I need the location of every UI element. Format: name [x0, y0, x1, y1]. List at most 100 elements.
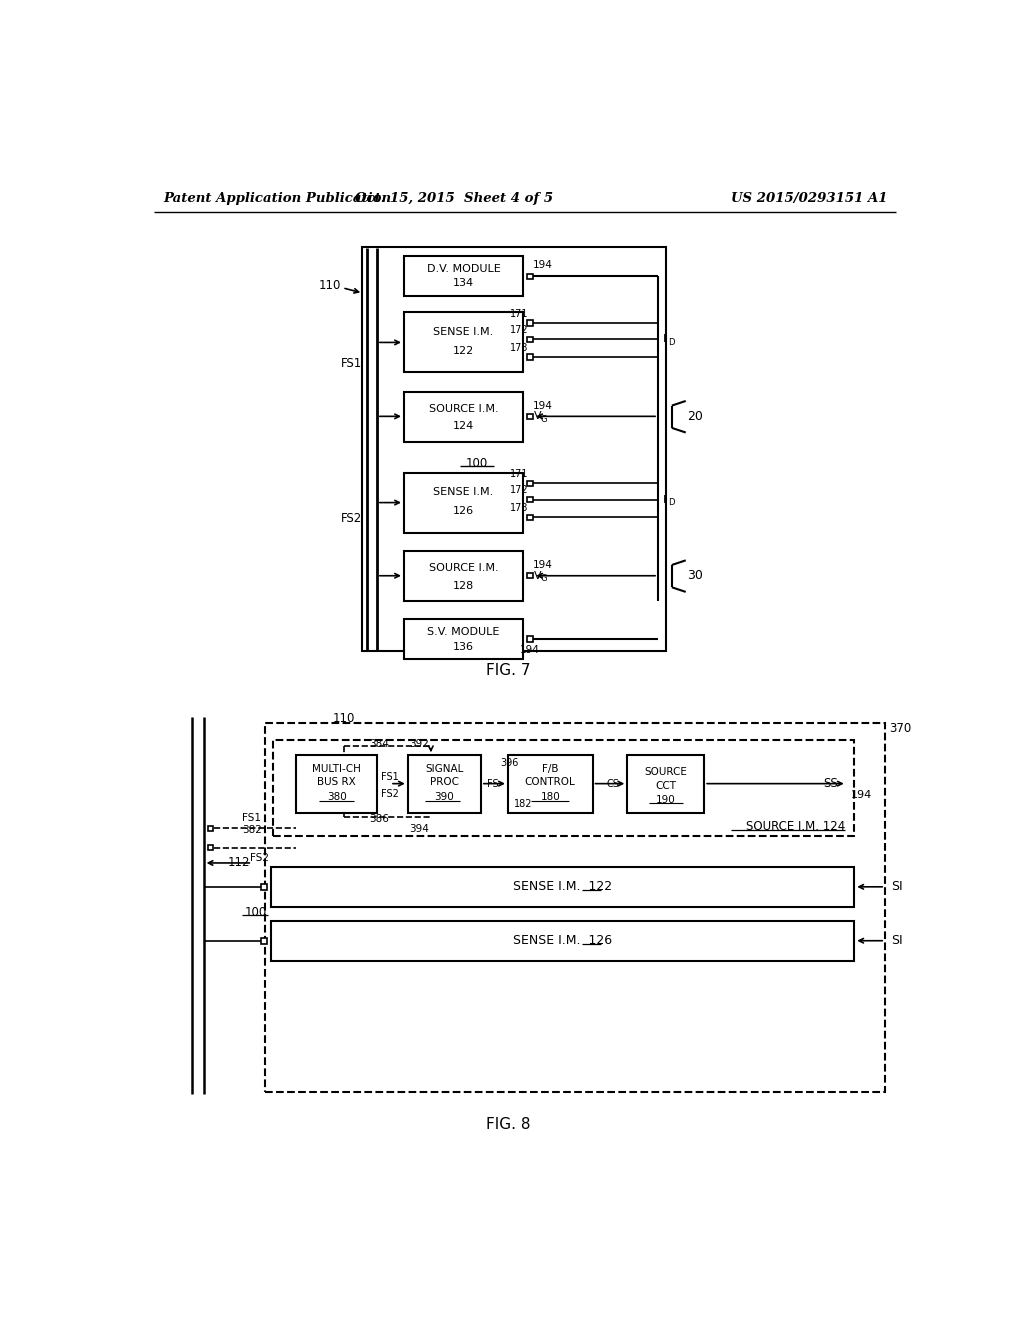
Bar [628, 755, 705, 813]
Text: FS2: FS2 [250, 853, 269, 862]
Text: S.V. MODULE: S.V. MODULE [427, 627, 500, 638]
Text: Oct. 15, 2015  Sheet 4 of 5: Oct. 15, 2015 Sheet 4 of 5 [355, 191, 553, 205]
Bar [296, 755, 377, 813]
Bar [408, 755, 481, 813]
Bar [403, 256, 523, 296]
Text: FS: FS [487, 779, 499, 788]
Text: D: D [668, 338, 675, 347]
Text: Patent Application Publication: Patent Application Publication [163, 191, 391, 205]
Text: 112: 112 [227, 857, 250, 870]
Bar [527, 573, 532, 578]
Bar [273, 739, 854, 836]
Bar [270, 921, 854, 961]
Bar [527, 480, 532, 486]
Text: FS1: FS1 [381, 772, 398, 781]
Text: CCT: CCT [655, 781, 676, 791]
Text: 394: 394 [410, 824, 429, 834]
Text: SS: SS [823, 777, 839, 791]
Text: 30: 30 [687, 569, 703, 582]
Bar [208, 845, 213, 850]
Text: SOURCE: SOURCE [644, 767, 687, 777]
Bar [265, 723, 885, 1093]
Text: FS2: FS2 [381, 788, 398, 799]
Bar [403, 392, 523, 442]
Text: I: I [663, 334, 666, 345]
Bar [508, 755, 593, 813]
Bar [261, 884, 267, 890]
Text: D: D [668, 498, 675, 507]
Text: 194: 194 [532, 400, 552, 411]
Text: SI: SI [891, 880, 903, 894]
Text: 194: 194 [520, 644, 540, 655]
Text: FS2: FS2 [341, 512, 362, 525]
Text: 182: 182 [514, 800, 532, 809]
Text: V: V [535, 412, 542, 421]
Text: G: G [541, 414, 548, 424]
Text: CS: CS [606, 779, 620, 788]
Bar [403, 473, 523, 533]
Bar [527, 636, 532, 642]
Text: 380: 380 [327, 792, 346, 803]
Text: 136: 136 [453, 643, 474, 652]
Bar [527, 337, 532, 342]
Bar [270, 867, 854, 907]
Bar [527, 273, 532, 279]
Bar [361, 247, 666, 651]
Bar [527, 354, 532, 360]
Text: 190: 190 [655, 795, 676, 805]
Text: 171: 171 [510, 309, 528, 319]
Text: 172: 172 [510, 325, 528, 335]
Text: SOURCE I.M.: SOURCE I.M. [429, 564, 499, 573]
Text: 172: 172 [510, 486, 528, 495]
Text: FS1: FS1 [243, 813, 261, 824]
Bar [527, 515, 532, 520]
Text: 390: 390 [434, 792, 455, 803]
Text: SENSE I.M.: SENSE I.M. [433, 487, 494, 496]
Text: 392: 392 [410, 739, 429, 750]
Text: FIG. 7: FIG. 7 [485, 663, 530, 678]
Text: 194: 194 [851, 791, 871, 800]
Text: I: I [663, 495, 666, 504]
Bar [403, 313, 523, 372]
Bar [403, 619, 523, 659]
Text: 126: 126 [453, 506, 474, 516]
Text: 100: 100 [466, 457, 488, 470]
Text: 110: 110 [333, 711, 354, 725]
Bar [261, 937, 267, 944]
Text: FIG. 8: FIG. 8 [485, 1117, 530, 1133]
Text: SIGNAL: SIGNAL [425, 764, 464, 774]
Text: MULTI-CH: MULTI-CH [312, 764, 361, 774]
Text: 20: 20 [687, 409, 703, 422]
Bar [527, 321, 532, 326]
Text: SOURCE I.M. 124: SOURCE I.M. 124 [745, 820, 845, 833]
Text: 173: 173 [510, 343, 528, 352]
Text: 386: 386 [370, 814, 389, 824]
Text: V: V [535, 570, 542, 581]
Text: BUS RX: BUS RX [317, 777, 356, 787]
Text: 384: 384 [370, 739, 389, 750]
Text: 173: 173 [510, 503, 528, 513]
Text: 128: 128 [453, 581, 474, 591]
Text: 110: 110 [318, 279, 341, 292]
Text: G: G [541, 574, 548, 583]
Text: CONTROL: CONTROL [525, 777, 575, 787]
Text: 370: 370 [889, 722, 911, 735]
Text: 100: 100 [245, 907, 267, 920]
Text: 194: 194 [532, 260, 552, 269]
Text: F/B: F/B [542, 764, 558, 774]
Text: 396: 396 [500, 758, 518, 768]
Text: 194: 194 [532, 560, 552, 570]
Bar [208, 825, 213, 832]
Text: 171: 171 [510, 469, 528, 479]
Bar [403, 552, 523, 601]
Text: D.V. MODULE: D.V. MODULE [427, 264, 501, 275]
Text: PROC: PROC [430, 777, 459, 787]
Text: 180: 180 [541, 792, 560, 803]
Text: 382: 382 [243, 825, 262, 834]
Text: SOURCE I.M.: SOURCE I.M. [429, 404, 499, 413]
Text: SI: SI [891, 935, 903, 948]
Text: 122: 122 [453, 346, 474, 356]
Text: SENSE I.M.  126: SENSE I.M. 126 [513, 935, 612, 948]
Text: US 2015/0293151 A1: US 2015/0293151 A1 [731, 191, 888, 205]
Text: 134: 134 [453, 279, 474, 288]
